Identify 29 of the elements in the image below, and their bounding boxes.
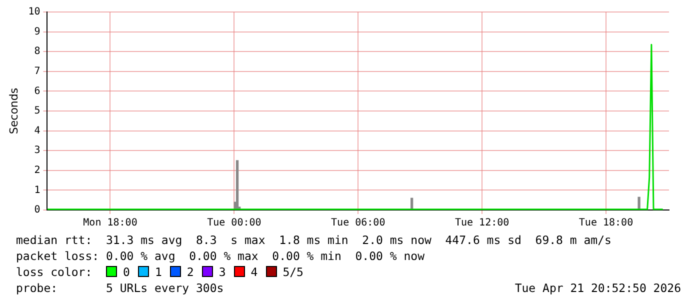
text: 5/5 — [282, 265, 304, 279]
text: packet loss: 0.00 % avg 0.00 % max 0.00 % min 0.00 % now — [16, 248, 426, 264]
text: Tue Apr 21 20:52:50 2026 — [514, 280, 681, 296]
y-tick-label: 10 — [28, 6, 40, 18]
text: 2 — [186, 265, 194, 279]
x-tick-label: Mon 18:00 — [83, 218, 138, 229]
y-tick-label: 1 — [34, 184, 40, 196]
x-tick-label: Tue 18:00 — [578, 218, 634, 229]
text: 1 — [154, 265, 162, 279]
text: 3 — [218, 265, 226, 279]
y-tick-label: 4 — [34, 125, 40, 136]
text: median rtt: 31.3 ms avg 8.3 s max 1.8 ms min 2.0 ms now 447.6 ms sd 69.8 m am/s — [16, 232, 612, 248]
text: 4 — [250, 265, 258, 279]
text: probe: 5 URLs every 300s — [16, 281, 224, 295]
y-tick-label: 8 — [34, 46, 40, 58]
x-tick-label: Tue 12:00 — [454, 218, 510, 229]
y-tick-label: 0 — [34, 204, 40, 216]
y-tick-label: 2 — [34, 164, 40, 176]
y-tick-label: 7 — [34, 66, 40, 77]
y-axis-title: Seconds — [7, 88, 20, 134]
x-tick-label: Tue 00:00 — [207, 218, 262, 229]
y-tick-label: 3 — [34, 145, 40, 156]
y-tick-label: 6 — [34, 86, 40, 97]
text: loss color: — [16, 265, 94, 279]
x-tick-label: Tue 06:00 — [331, 218, 386, 229]
bar — [236, 160, 239, 210]
text: 0 — [123, 265, 130, 279]
y-tick-label: 9 — [34, 26, 40, 38]
y-tick-label: 5 — [34, 106, 40, 117]
